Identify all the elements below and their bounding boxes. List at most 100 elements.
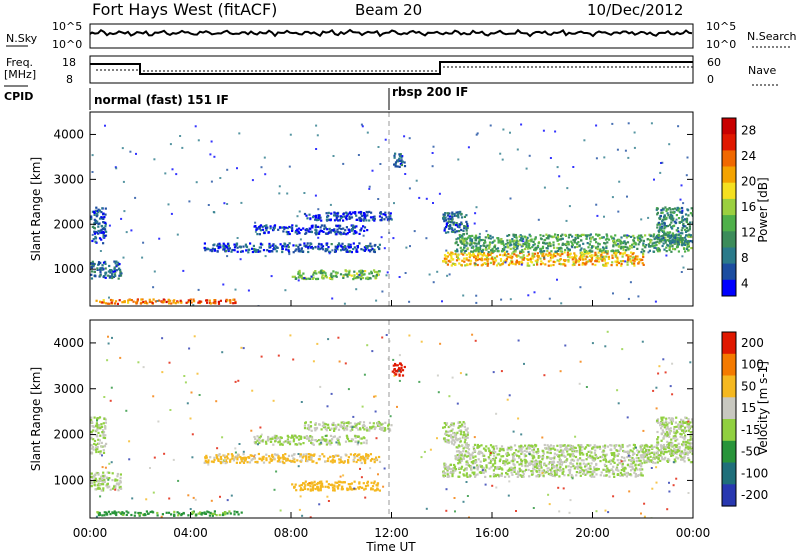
data-cell <box>450 264 453 267</box>
data-cell <box>314 439 318 442</box>
data-cell <box>348 215 351 218</box>
data-cell <box>597 456 600 460</box>
data-cell <box>585 452 588 456</box>
data-cell <box>451 213 454 216</box>
data-cell <box>489 253 492 256</box>
noise-cell <box>647 216 650 219</box>
data-cell <box>473 443 477 446</box>
data-cell <box>378 423 381 426</box>
data-cell <box>233 457 236 460</box>
data-cell <box>312 484 315 487</box>
data-cell <box>286 233 289 236</box>
data-cell <box>456 454 459 457</box>
data-cell <box>685 234 688 237</box>
data-cell <box>492 445 495 448</box>
data-cell <box>90 265 93 269</box>
data-cell <box>342 275 345 278</box>
data-cell <box>211 247 214 250</box>
data-cell <box>614 241 617 244</box>
noise-cell <box>299 238 302 241</box>
data-cell <box>224 462 227 465</box>
data-cell <box>334 248 337 251</box>
data-cell <box>302 442 305 445</box>
data-cell <box>629 259 632 262</box>
data-cell <box>265 224 268 227</box>
data-cell <box>307 230 310 233</box>
data-cell <box>531 252 534 255</box>
data-cell <box>353 274 356 277</box>
data-cell <box>589 456 592 459</box>
data-cell <box>247 251 250 254</box>
data-cell <box>583 447 586 450</box>
y-tick-label: 1000 <box>53 262 84 276</box>
data-cell <box>306 460 309 463</box>
data-cell <box>455 259 459 262</box>
noise-cell <box>556 278 558 281</box>
noise-cell <box>130 229 133 232</box>
data-cell <box>506 448 509 451</box>
data-cell <box>453 466 456 469</box>
noise-cell <box>543 256 546 259</box>
data-cell <box>92 438 95 441</box>
data-cell <box>632 460 636 463</box>
data-cell <box>637 234 640 237</box>
data-cell <box>106 471 109 474</box>
data-cell <box>300 459 303 462</box>
data-cell <box>294 434 297 437</box>
data-cell <box>98 442 101 445</box>
data-cell <box>510 257 513 260</box>
data-cell <box>210 460 213 463</box>
data-cell <box>558 454 561 457</box>
data-cell <box>448 253 451 256</box>
data-cell <box>460 467 463 470</box>
noise-cell <box>478 232 481 235</box>
data-cell <box>550 470 553 474</box>
data-cell <box>465 468 468 471</box>
data-cell <box>585 458 588 461</box>
data-cell <box>466 462 469 466</box>
data-cell <box>371 485 375 488</box>
data-cell <box>486 264 489 267</box>
data-cell <box>113 266 116 269</box>
data-cell <box>215 454 218 457</box>
data-cell <box>287 245 290 248</box>
data-cell <box>486 256 489 260</box>
data-cell <box>325 434 328 437</box>
data-cell <box>539 234 542 237</box>
data-cell <box>455 211 458 214</box>
data-cell <box>488 241 492 244</box>
data-cell <box>516 245 519 248</box>
data-cell <box>442 471 445 474</box>
data-cell <box>564 448 567 451</box>
data-cell <box>114 300 118 303</box>
data-cell <box>259 457 262 460</box>
data-cell <box>527 253 531 256</box>
data-cell <box>626 261 629 264</box>
data-cell <box>615 254 618 257</box>
data-cell <box>544 242 547 245</box>
data-cell <box>205 299 208 302</box>
data-cell <box>470 453 473 456</box>
data-cell <box>278 456 281 459</box>
data-cell <box>585 260 588 264</box>
data-cell <box>314 429 317 432</box>
data-cell <box>591 471 594 474</box>
data-cell <box>394 165 397 168</box>
nsearch-tick-bottom: 10^0 <box>706 38 736 51</box>
data-cell <box>668 234 671 238</box>
data-cell <box>488 467 491 470</box>
data-cell <box>568 249 571 252</box>
data-cell <box>464 225 468 228</box>
data-cell <box>199 511 202 514</box>
data-cell <box>300 250 303 253</box>
data-cell <box>148 300 151 304</box>
data-cell <box>629 244 632 248</box>
data-cell <box>588 454 592 458</box>
data-cell <box>353 455 356 458</box>
data-cell <box>462 473 465 476</box>
colorbar-tick-label: 24 <box>741 149 756 163</box>
data-cell <box>108 264 111 268</box>
data-cell <box>595 463 598 466</box>
noise-cell <box>660 162 662 164</box>
data-cell <box>465 257 468 260</box>
